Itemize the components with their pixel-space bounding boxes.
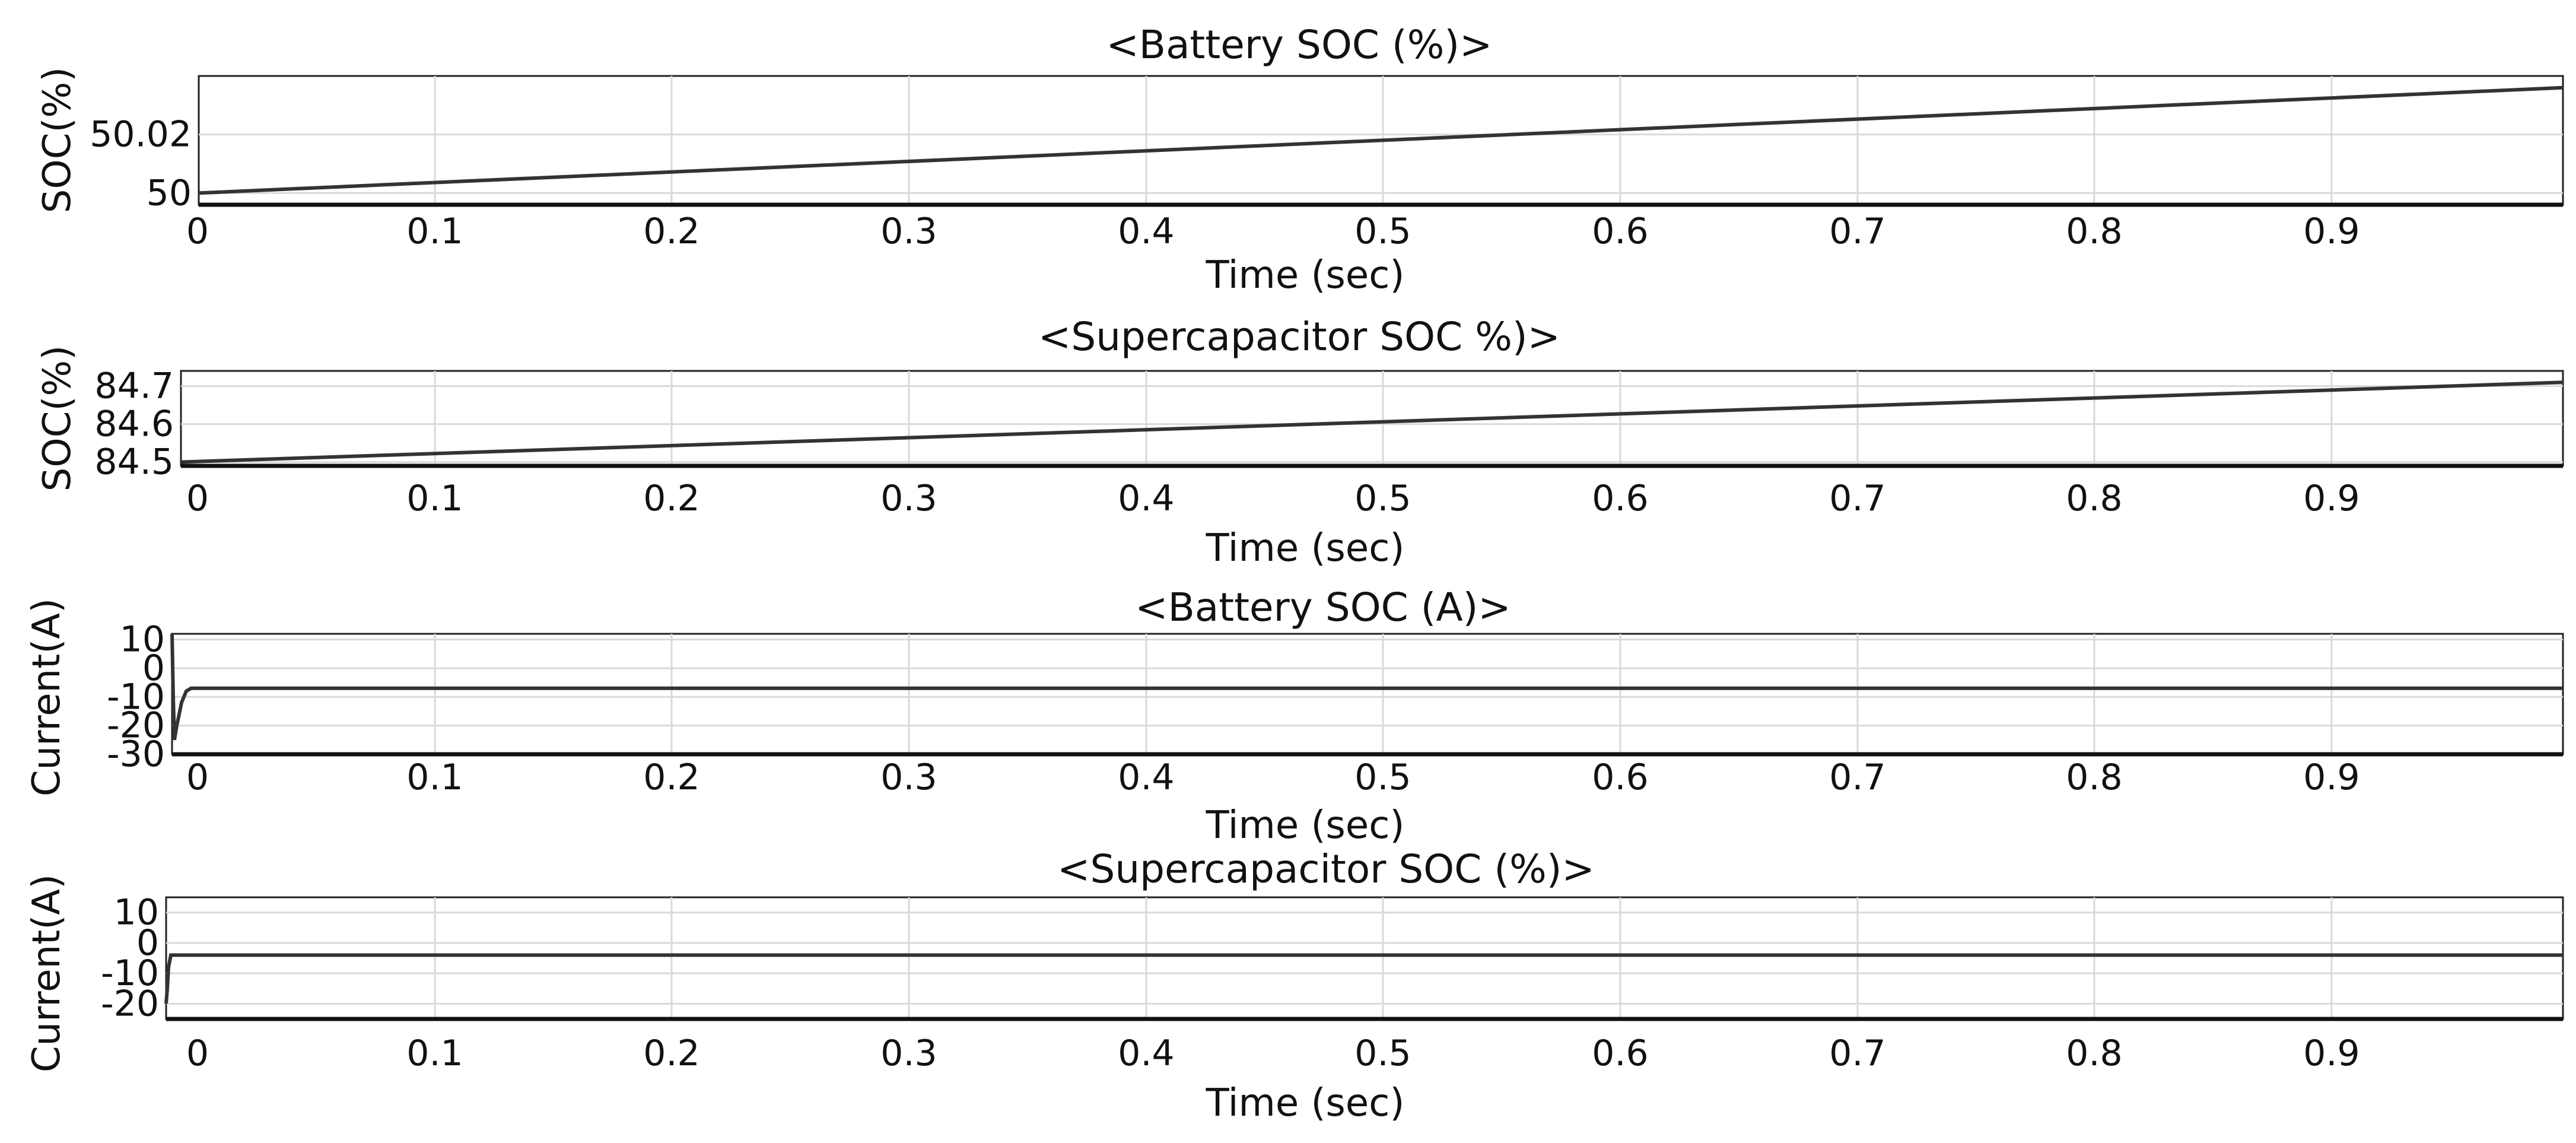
series-line bbox=[198, 85, 2564, 195]
panel-2: <Supercapacitor SOC %)> Time (sec) SOC(%… bbox=[36, 314, 2564, 570]
x-tick-label: 0.1 bbox=[406, 478, 463, 519]
y-tick-label: 84.5 bbox=[94, 442, 174, 483]
x-tick-label: 0.9 bbox=[2303, 757, 2359, 798]
y-axis-label: SOC(%) bbox=[36, 345, 79, 491]
plot-area bbox=[171, 633, 2564, 755]
panel-4: <Supercapacitor SOC (%)> Time (sec) Curr… bbox=[25, 846, 2564, 1125]
x-tick-label: 0.8 bbox=[2066, 478, 2122, 519]
y-tick-label: -20 bbox=[101, 983, 159, 1024]
y-axis-label: SOC(%) bbox=[36, 67, 79, 213]
y-tick-label: 10 bbox=[120, 619, 165, 661]
y-tick-label: 50.02 bbox=[90, 114, 192, 155]
x-axis-label: Time (sec) bbox=[1206, 253, 1405, 297]
x-tick-label: 0.6 bbox=[1592, 211, 1648, 252]
x-tick-label: 0.2 bbox=[643, 757, 699, 798]
x-tick-label: 0.1 bbox=[406, 1033, 463, 1074]
x-tick-label: 0.8 bbox=[2066, 1033, 2122, 1074]
chart-title: <Battery SOC (A)> bbox=[1135, 585, 1510, 630]
series-line bbox=[170, 633, 2563, 741]
y-tick-label: -10 bbox=[107, 676, 165, 717]
x-axis-label: Time (sec) bbox=[1206, 1081, 1405, 1125]
panel-3: <Battery SOC (A)> Time (sec) Current(A) … bbox=[25, 585, 2564, 847]
x-tick-label: 0.1 bbox=[406, 757, 463, 798]
series-line bbox=[164, 953, 2563, 1004]
chart-title: <Supercapacitor SOC %)> bbox=[1038, 314, 1560, 360]
x-tick-label: 0.4 bbox=[1118, 1033, 1174, 1074]
x-tick-label: 0.5 bbox=[1354, 1033, 1411, 1074]
x-tick-label: 0.9 bbox=[2303, 478, 2359, 519]
x-tick-label: 0.5 bbox=[1354, 211, 1411, 252]
x-tick-label: 0.3 bbox=[880, 757, 937, 798]
y-tick-label: 84.6 bbox=[94, 404, 174, 445]
x-tick-label: 0.5 bbox=[1354, 757, 1411, 798]
x-tick-label: 0.7 bbox=[1829, 478, 1885, 519]
x-tick-label: 0.4 bbox=[1118, 211, 1174, 252]
x-tick-label: 0.3 bbox=[880, 211, 937, 252]
panel-1: <Battery SOC (%)> Time (sec) SOC(%) 0 0.1… bbox=[36, 22, 2564, 297]
x-tick-label: 0.8 bbox=[2066, 757, 2122, 798]
x-tick-label: 0.7 bbox=[1829, 757, 1885, 798]
y-tick-label: 0 bbox=[142, 647, 165, 689]
y-tick-label: -10 bbox=[101, 952, 159, 994]
x-tick-label: 0.2 bbox=[643, 211, 699, 252]
x-tick-label: 0 bbox=[186, 757, 209, 798]
y-axis-label: Current(A) bbox=[25, 874, 69, 1072]
x-tick-label: 0 bbox=[186, 478, 209, 519]
x-tick-label: 0.6 bbox=[1592, 1033, 1648, 1074]
x-tick-label: 0.1 bbox=[406, 211, 463, 252]
chart-title: <Supercapacitor SOC (%)> bbox=[1057, 846, 1595, 892]
x-tick-label: 0.7 bbox=[1829, 1033, 1885, 1074]
x-tick-label: 0.9 bbox=[2303, 1033, 2359, 1074]
x-tick-label: 0 bbox=[186, 211, 209, 252]
x-tick-label: 0.9 bbox=[2303, 211, 2359, 252]
y-axis-label: Current(A) bbox=[25, 598, 69, 796]
y-tick-label: -30 bbox=[107, 734, 165, 775]
x-tick-label: 0.7 bbox=[1829, 211, 1885, 252]
y-tick-label: 50 bbox=[147, 172, 192, 214]
x-tick-label: 0 bbox=[186, 1033, 209, 1074]
series-line bbox=[180, 380, 2564, 464]
plot-area bbox=[165, 896, 2564, 1020]
x-axis-label: Time (sec) bbox=[1206, 804, 1405, 847]
x-tick-label: 0.4 bbox=[1118, 757, 1174, 798]
y-tick-label: -20 bbox=[107, 705, 165, 747]
x-tick-label: 0.6 bbox=[1592, 478, 1648, 519]
x-tick-label: 0.4 bbox=[1118, 478, 1174, 519]
y-tick-label: 0 bbox=[136, 922, 159, 964]
x-tick-label: 0.2 bbox=[643, 1033, 699, 1074]
x-tick-label: 0.8 bbox=[2066, 211, 2122, 252]
x-tick-label: 0.3 bbox=[880, 1033, 937, 1074]
y-tick-label: 10 bbox=[114, 892, 159, 934]
y-tick-label: 84.7 bbox=[94, 366, 174, 407]
x-tick-label: 0.2 bbox=[643, 478, 699, 519]
x-tick-label: 0.6 bbox=[1592, 757, 1648, 798]
x-tick-label: 0.5 bbox=[1354, 478, 1411, 519]
x-tick-label: 0.3 bbox=[880, 478, 937, 519]
chart-title: <Battery SOC (%)> bbox=[1106, 22, 1493, 68]
x-axis-label: Time (sec) bbox=[1206, 526, 1405, 570]
